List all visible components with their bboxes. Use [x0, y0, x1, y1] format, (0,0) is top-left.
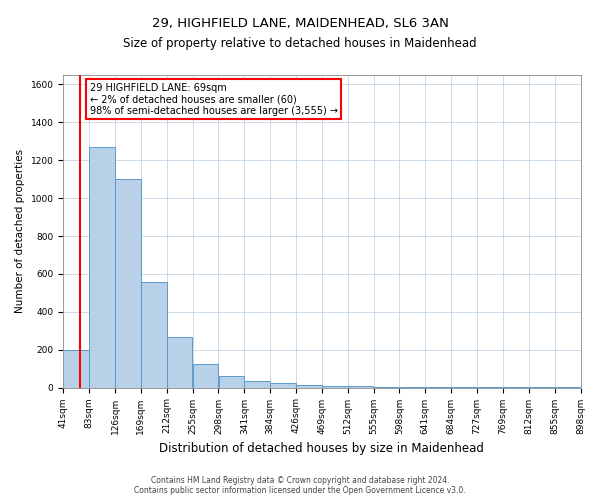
Bar	[89, 147, 115, 388]
Bar	[400, 387, 425, 388]
Bar	[322, 386, 347, 388]
Bar	[167, 338, 193, 388]
Bar	[271, 383, 296, 388]
Text: Size of property relative to detached houses in Maidenhead: Size of property relative to detached ho…	[123, 38, 477, 51]
Text: Contains HM Land Registry data © Crown copyright and database right 2024.
Contai: Contains HM Land Registry data © Crown c…	[134, 476, 466, 495]
Text: 29, HIGHFIELD LANE, MAIDENHEAD, SL6 3AN: 29, HIGHFIELD LANE, MAIDENHEAD, SL6 3AN	[152, 18, 448, 30]
Bar	[425, 387, 451, 388]
Y-axis label: Number of detached properties: Number of detached properties	[15, 149, 25, 314]
Bar	[244, 381, 270, 388]
Bar	[296, 384, 322, 388]
Bar	[193, 364, 218, 388]
Bar	[218, 376, 244, 388]
Bar	[64, 350, 89, 388]
X-axis label: Distribution of detached houses by size in Maidenhead: Distribution of detached houses by size …	[160, 442, 484, 455]
Bar	[348, 386, 373, 388]
Text: 29 HIGHFIELD LANE: 69sqm
← 2% of detached houses are smaller (60)
98% of semi-de: 29 HIGHFIELD LANE: 69sqm ← 2% of detache…	[90, 83, 338, 116]
Bar	[141, 282, 167, 388]
Bar	[115, 179, 141, 388]
Bar	[374, 386, 400, 388]
